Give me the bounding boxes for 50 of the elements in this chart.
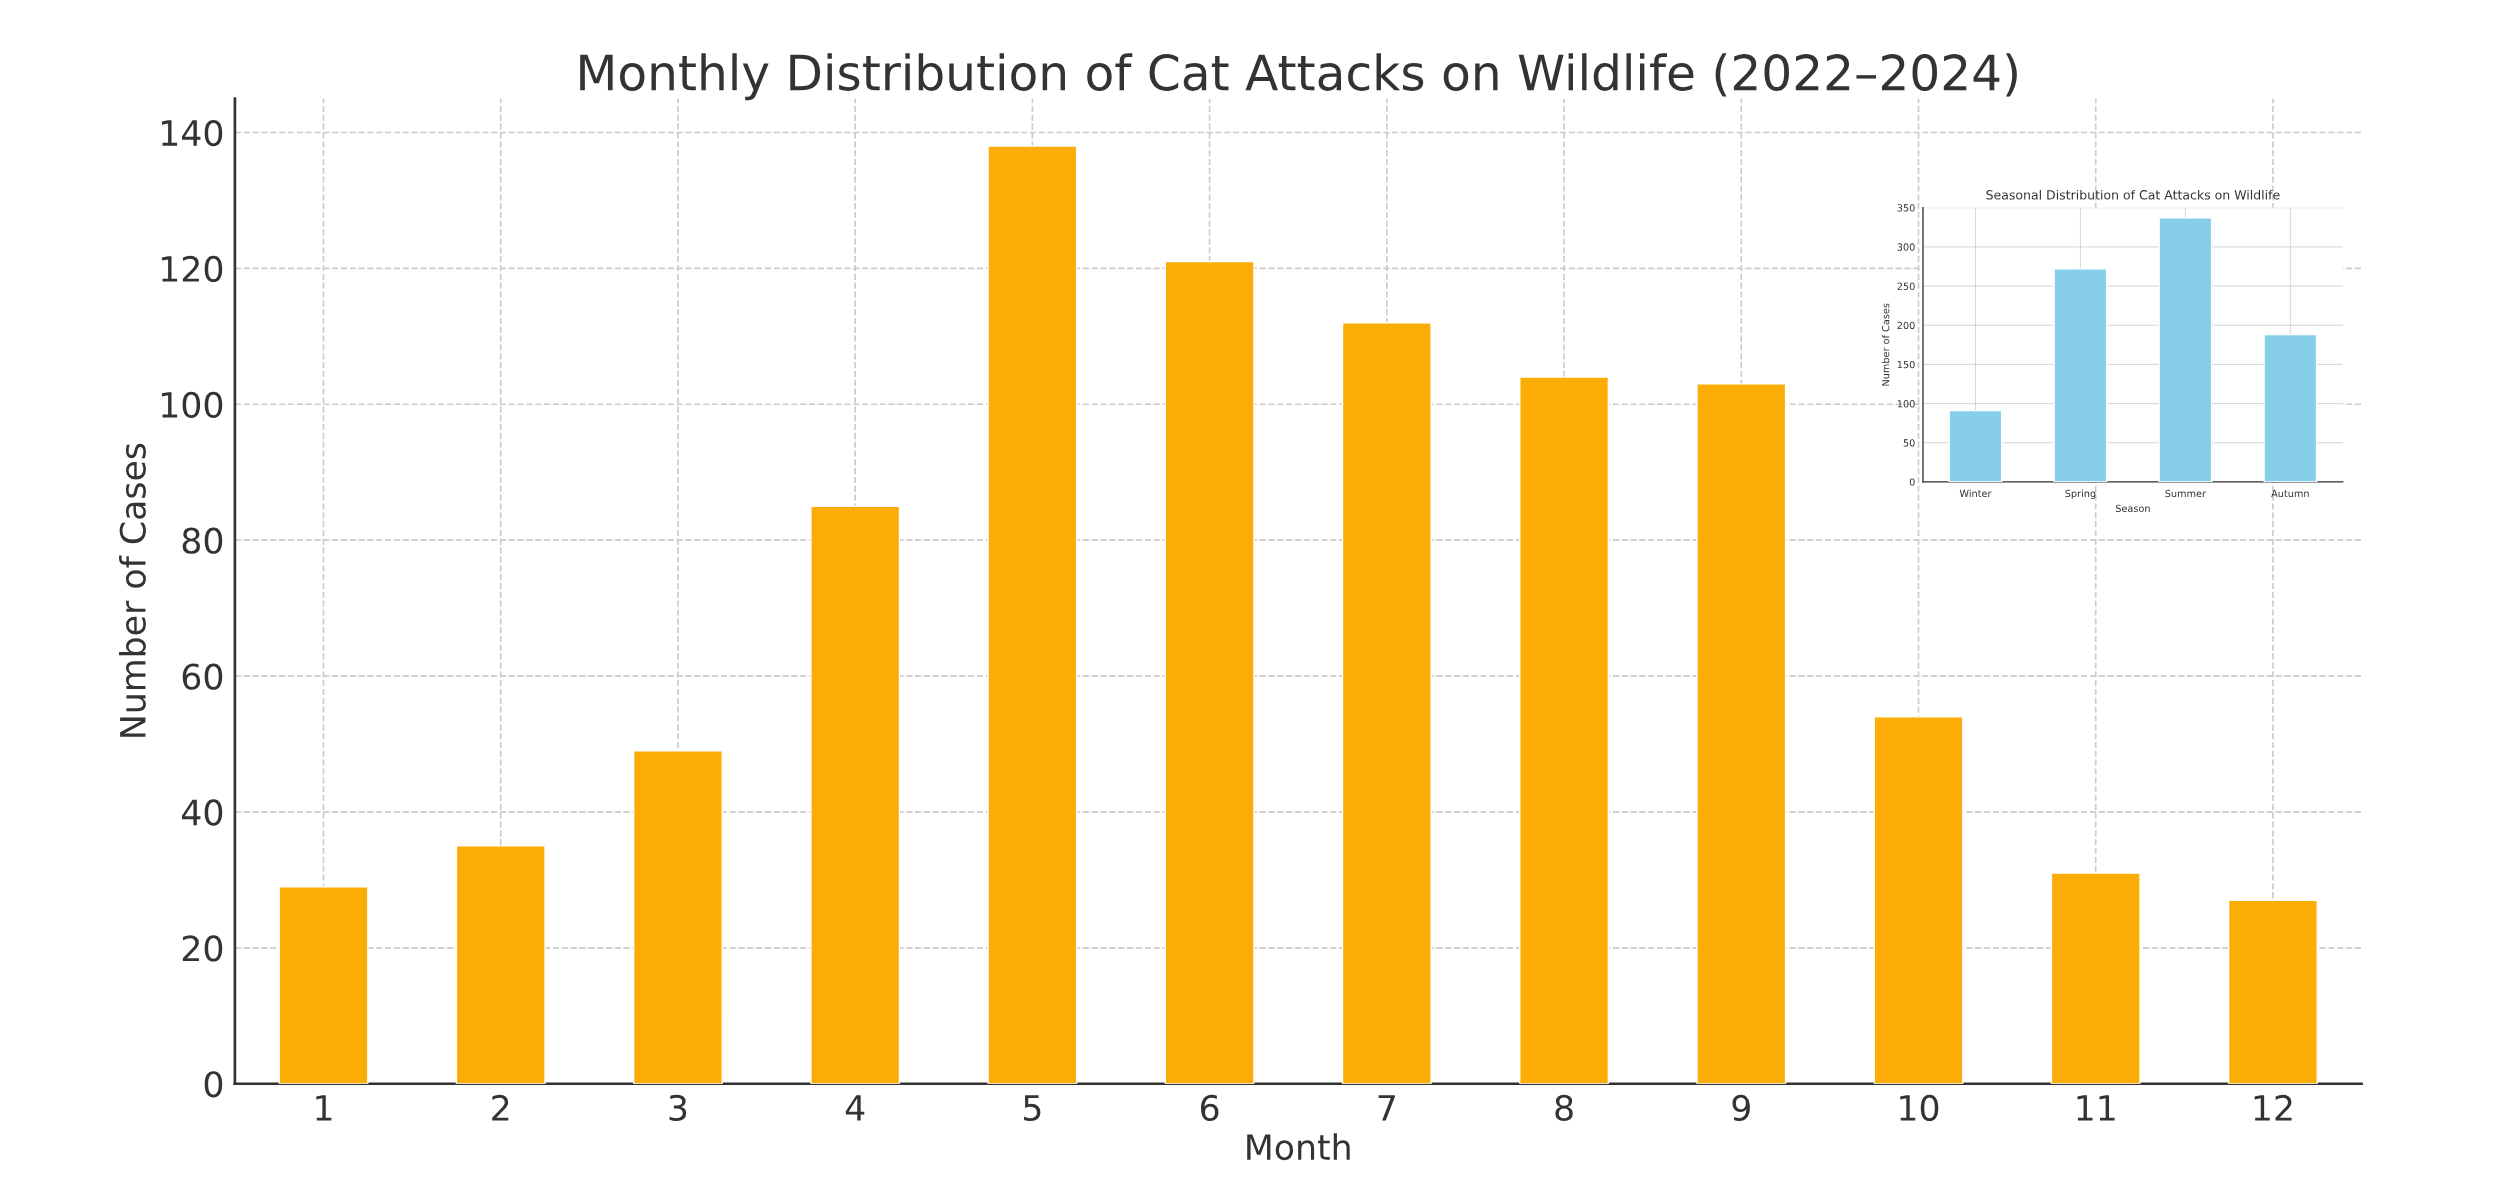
x-tick-label: Autumn — [2271, 489, 2309, 498]
bar — [278, 885, 369, 1084]
bar — [1341, 322, 1432, 1084]
y-tick-label: 0 — [1909, 478, 1915, 486]
x-tick-label: 5 — [1024, 1095, 1041, 1122]
chart-title: Seasonal Distribution of Cat Attacks on Wildlife — [1986, 189, 2280, 200]
bar — [632, 750, 723, 1084]
bar — [2050, 872, 2141, 1084]
bar — [1696, 383, 1787, 1084]
bar — [810, 505, 901, 1084]
x-tick-label: Spring — [2065, 489, 2096, 499]
y-tick-label: 300 — [1897, 243, 1915, 251]
y-tick-label: 50 — [1903, 439, 1915, 447]
x-tick-label: Winter — [1959, 489, 1992, 498]
bar — [2227, 899, 2318, 1084]
y-tick-label: 140 — [162, 119, 223, 147]
x-tick-label: 10 — [1900, 1094, 1939, 1122]
y-axis-title: Number of Cases — [1881, 303, 1890, 386]
y-tick-label: 60 — [182, 663, 223, 690]
x-axis-title: Season — [2115, 504, 2150, 513]
y-tick-label: 350 — [1897, 204, 1915, 212]
x-axis-title: Month — [1247, 1133, 1350, 1161]
bar — [1873, 716, 1964, 1084]
y-tick-label: 80 — [182, 527, 223, 554]
x-tick-label: 11 — [2077, 1095, 2115, 1121]
y-tick-label: 120 — [162, 255, 223, 283]
x-tick-label: 2 — [492, 1094, 509, 1121]
y-axis-title: Number of Cases — [119, 443, 146, 737]
y-tick-label: 100 — [1897, 400, 1915, 408]
x-tick-label: 8 — [1555, 1094, 1573, 1122]
x-tick-label: 1 — [316, 1095, 332, 1121]
bar — [1519, 376, 1610, 1084]
y-tick-label: 40 — [182, 799, 223, 826]
x-tick-label: 7 — [1378, 1095, 1395, 1121]
x-tick-label: 12 — [2254, 1094, 2292, 1121]
y-tick-label: 150 — [1897, 360, 1915, 369]
bar — [1164, 260, 1255, 1084]
x-tick-label: Summer — [2165, 489, 2206, 498]
x-tick-label: 3 — [669, 1094, 687, 1122]
x-tick-label: 4 — [845, 1095, 865, 1121]
y-tick-label: 250 — [1897, 282, 1915, 290]
bar — [987, 145, 1078, 1084]
y-tick-label: 200 — [1897, 321, 1915, 330]
y-tick-label: 100 — [162, 391, 223, 418]
x-tick-label: 6 — [1201, 1094, 1219, 1122]
bar — [455, 845, 546, 1084]
x-tick-label: 9 — [1732, 1094, 1750, 1122]
y-tick-label: 0 — [204, 1071, 223, 1098]
y-tick-label: 20 — [182, 935, 223, 962]
chart-title: Monthly Distribution of Cat Attacks on Wildlife (2022–2024) — [580, 53, 2017, 101]
